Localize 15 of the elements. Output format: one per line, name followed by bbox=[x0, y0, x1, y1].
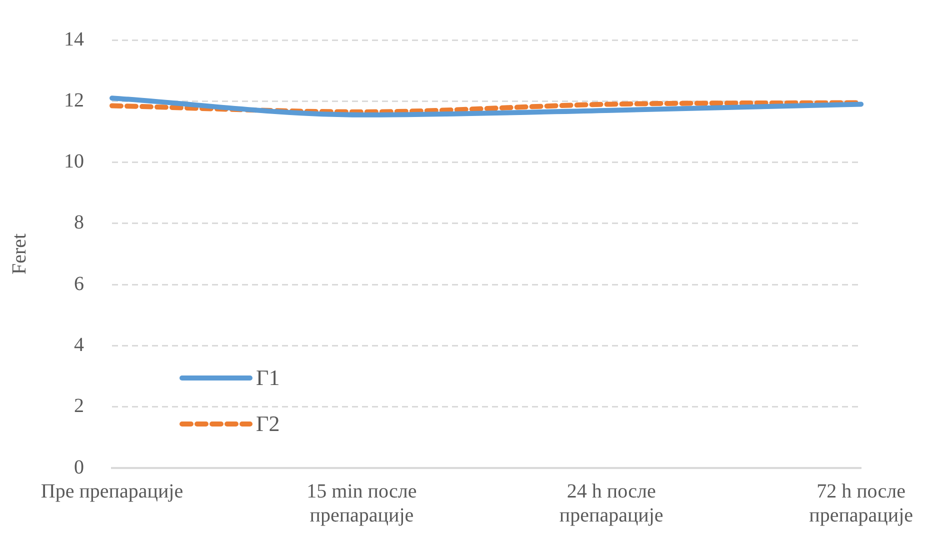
y-tick-label: 10 bbox=[64, 150, 84, 173]
x-tick-label: 24 h после препарације bbox=[559, 480, 664, 526]
x-tick-label: 72 h после препарације bbox=[809, 480, 914, 526]
y-tick-label: 8 bbox=[74, 212, 84, 234]
y-tick-label: 12 bbox=[64, 89, 84, 112]
y-tick-label: 4 bbox=[74, 334, 84, 356]
y-tick-label: 14 bbox=[64, 28, 84, 50]
legend-label: Г1 bbox=[256, 364, 280, 390]
legend-label: Г2 bbox=[256, 410, 280, 436]
y-tick-label: 6 bbox=[74, 272, 84, 295]
y-tick-label: 0 bbox=[74, 456, 84, 478]
x-tick-label: 15 min после препарације bbox=[306, 480, 417, 526]
y-tick-label: 2 bbox=[74, 395, 84, 418]
y-axis-title: Feret bbox=[8, 233, 30, 275]
x-tick-label: Пре препарације bbox=[40, 480, 184, 502]
